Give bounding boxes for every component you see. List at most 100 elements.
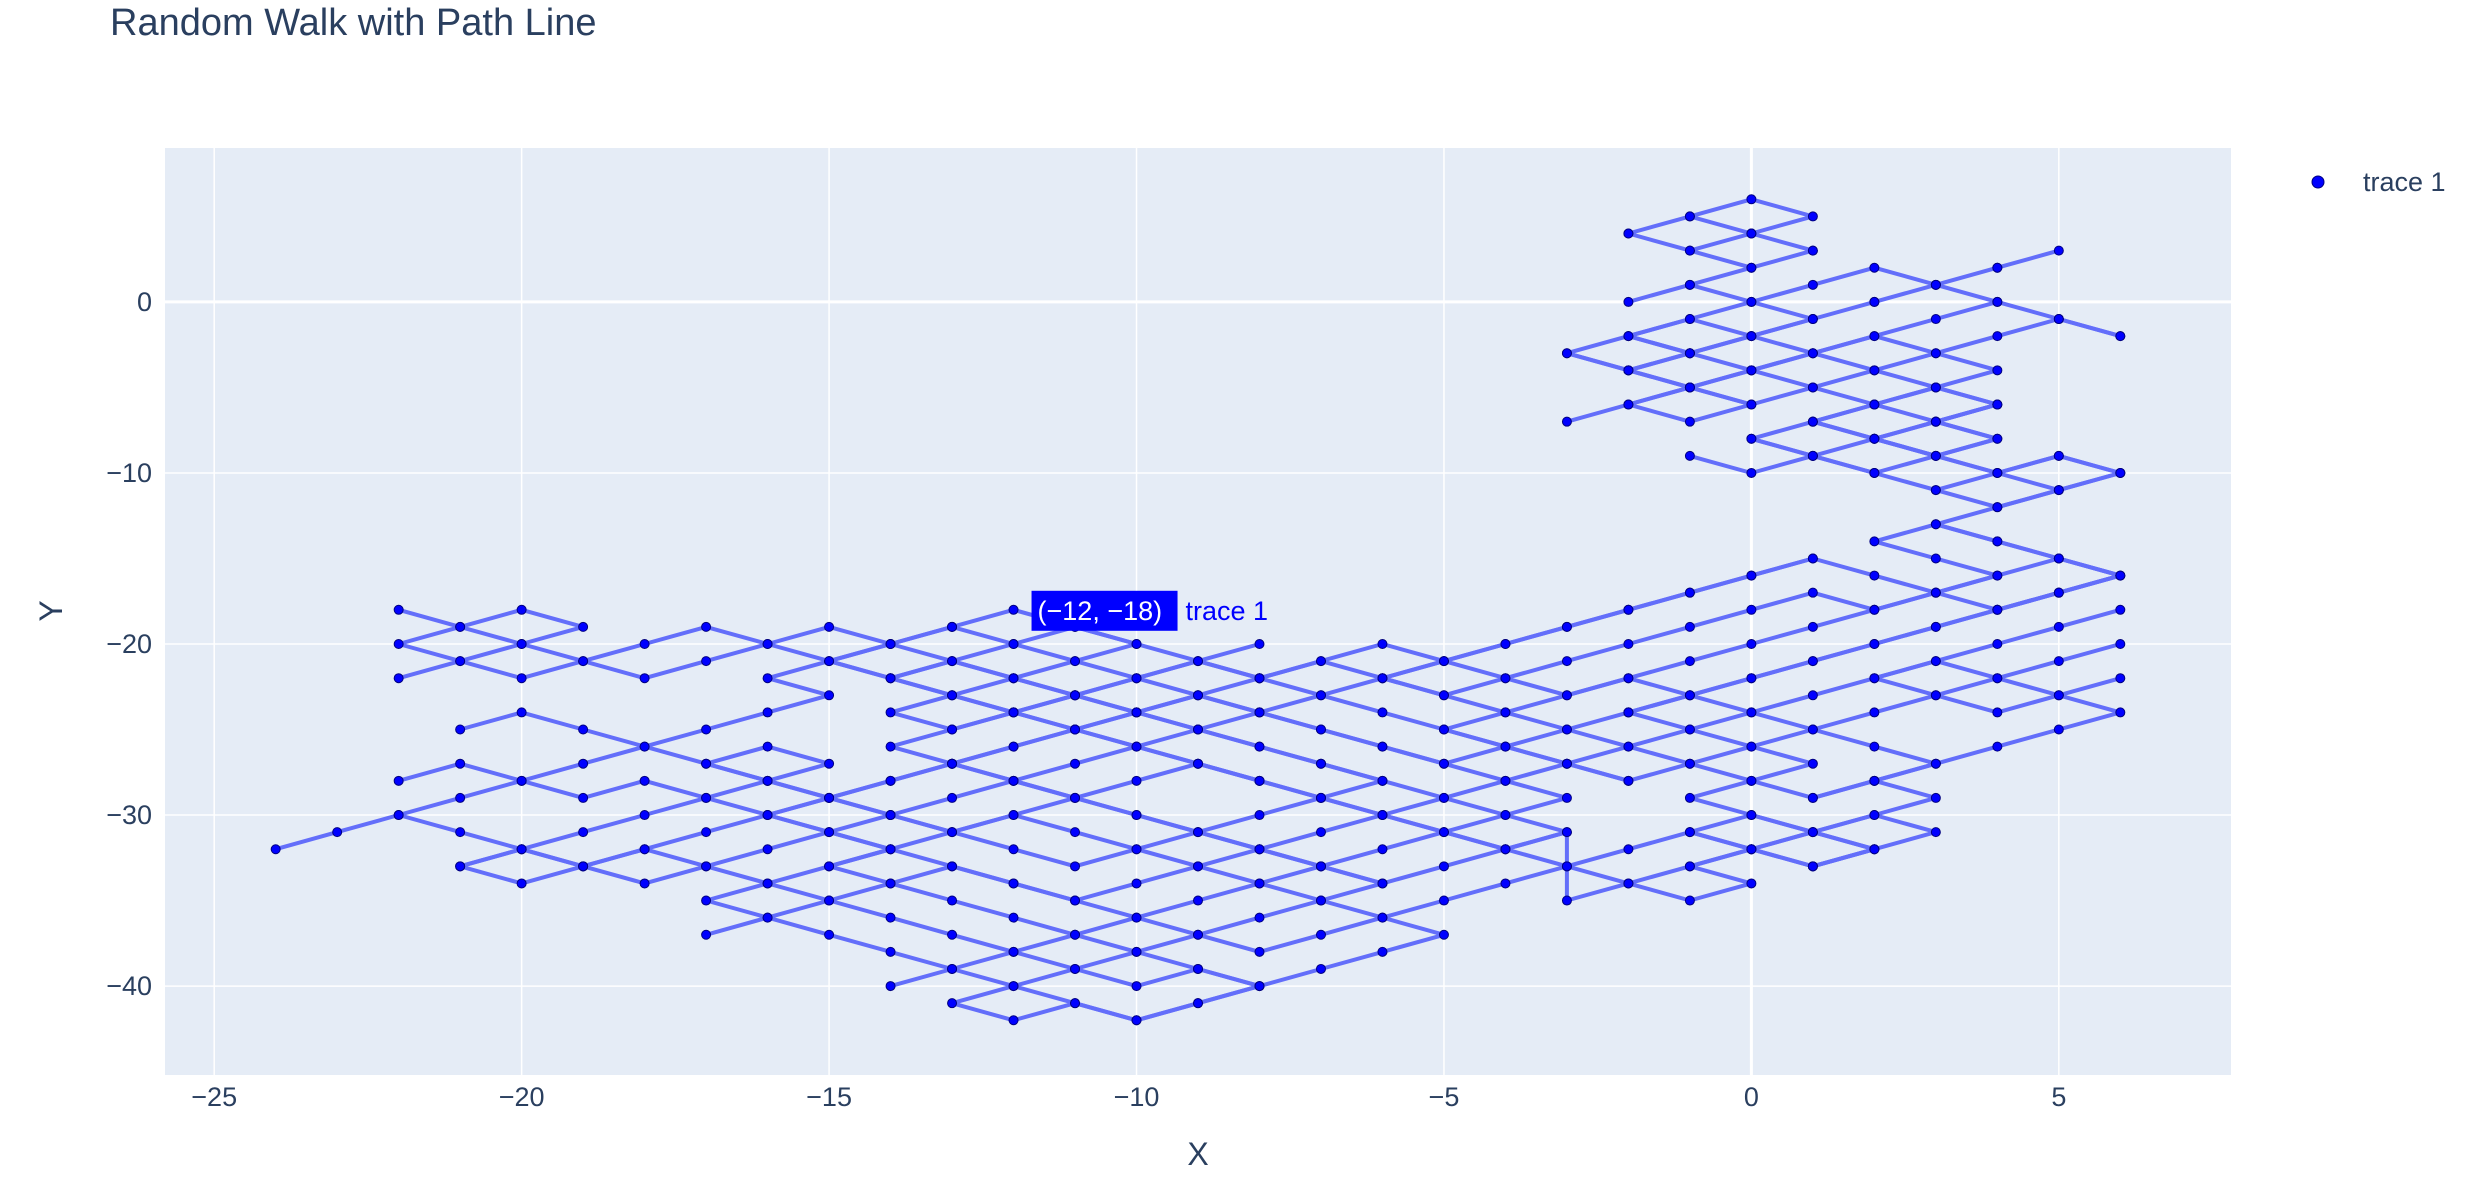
data-point[interactable] — [2053, 485, 2064, 496]
data-point[interactable] — [1807, 348, 1818, 359]
data-point[interactable] — [1377, 878, 1388, 889]
data-point[interactable] — [1193, 758, 1203, 769]
data-point[interactable] — [1438, 929, 1449, 940]
data-point[interactable] — [1131, 912, 1142, 923]
data-point[interactable] — [762, 707, 773, 718]
data-point[interactable] — [1070, 656, 1081, 667]
data-point[interactable] — [1623, 365, 1634, 376]
data-point[interactable] — [1500, 810, 1511, 821]
data-point[interactable] — [1869, 262, 1880, 273]
data-point[interactable] — [2053, 314, 2064, 325]
data-point[interactable] — [1992, 604, 2003, 615]
data-point[interactable] — [1807, 792, 1818, 803]
data-point[interactable] — [1684, 861, 1695, 872]
data-point[interactable] — [1807, 382, 1818, 393]
data-point[interactable] — [1254, 946, 1265, 957]
data-point[interactable] — [1254, 638, 1265, 649]
data-point[interactable] — [1438, 690, 1449, 701]
data-point[interactable] — [2053, 690, 2064, 701]
data-point[interactable] — [1623, 228, 1634, 239]
data-point[interactable] — [2115, 638, 2126, 649]
data-point[interactable] — [1561, 792, 1572, 803]
data-point[interactable] — [1131, 946, 1142, 957]
data-point[interactable] — [578, 827, 589, 838]
data-point[interactable] — [393, 673, 404, 684]
data-point[interactable] — [947, 758, 958, 769]
data-point[interactable] — [578, 656, 589, 667]
data-point[interactable] — [1684, 758, 1695, 769]
data-point[interactable] — [1131, 981, 1142, 992]
data-point[interactable] — [1008, 878, 1019, 889]
data-point[interactable] — [1623, 673, 1634, 684]
data-point[interactable] — [455, 827, 466, 838]
data-point[interactable] — [1992, 467, 2003, 478]
data-point[interactable] — [639, 775, 650, 786]
data-point[interactable] — [2053, 450, 2064, 461]
data-point[interactable] — [1438, 827, 1449, 838]
data-point[interactable] — [1992, 433, 2003, 444]
data-point[interactable] — [1131, 638, 1142, 649]
data-point[interactable] — [1684, 621, 1695, 632]
data-point[interactable] — [1254, 673, 1265, 684]
data-point[interactable] — [1930, 827, 1941, 838]
data-point[interactable] — [1807, 861, 1818, 872]
data-point[interactable] — [1684, 827, 1695, 838]
data-point[interactable] — [2115, 570, 2126, 581]
data-point[interactable] — [1500, 878, 1511, 889]
data-point[interactable] — [639, 844, 650, 855]
data-point[interactable] — [1623, 741, 1634, 752]
data-point[interactable] — [1684, 416, 1695, 427]
data-point[interactable] — [1746, 707, 1757, 718]
data-point[interactable] — [1377, 673, 1388, 684]
data-point[interactable] — [885, 707, 896, 718]
data-point[interactable] — [1070, 758, 1081, 769]
data-point[interactable] — [1684, 656, 1695, 667]
data-point[interactable] — [885, 638, 896, 649]
data-point[interactable] — [516, 775, 527, 786]
data-point[interactable] — [1930, 348, 1941, 359]
data-point[interactable] — [516, 844, 527, 855]
data-point[interactable] — [1930, 382, 1941, 393]
data-point[interactable] — [885, 775, 896, 786]
data-point[interactable] — [1254, 844, 1265, 855]
data-point[interactable] — [1869, 399, 1880, 410]
data-point[interactable] — [885, 912, 896, 923]
data-point[interactable] — [947, 929, 958, 940]
data-point[interactable] — [1131, 673, 1142, 684]
data-point[interactable] — [1438, 656, 1449, 667]
data-point[interactable] — [947, 792, 958, 803]
data-point[interactable] — [1869, 810, 1880, 821]
data-point[interactable] — [2053, 245, 2064, 256]
data-point[interactable] — [578, 792, 589, 803]
data-point[interactable] — [1254, 707, 1265, 718]
data-point[interactable] — [639, 638, 650, 649]
data-point[interactable] — [455, 758, 466, 769]
data-point[interactable] — [885, 810, 896, 821]
data-point[interactable] — [1193, 690, 1203, 701]
data-point[interactable] — [1992, 638, 2003, 649]
data-point[interactable] — [1869, 673, 1880, 684]
data-point[interactable] — [1623, 844, 1634, 855]
data-point[interactable] — [1992, 673, 2003, 684]
data-point[interactable] — [824, 827, 835, 838]
data-point[interactable] — [1930, 416, 1941, 427]
data-point[interactable] — [1500, 775, 1511, 786]
data-point[interactable] — [1008, 741, 1019, 752]
data-point[interactable] — [1193, 963, 1203, 974]
data-point[interactable] — [1377, 741, 1388, 752]
data-point[interactable] — [1131, 741, 1142, 752]
data-point[interactable] — [1807, 587, 1818, 598]
data-point[interactable] — [947, 690, 958, 701]
data-point[interactable] — [1315, 690, 1326, 701]
data-point[interactable] — [1869, 570, 1880, 581]
data-point[interactable] — [2053, 553, 2064, 564]
data-point[interactable] — [1377, 638, 1388, 649]
data-point[interactable] — [1561, 348, 1572, 359]
data-point[interactable] — [1869, 604, 1880, 615]
data-point[interactable] — [1315, 792, 1326, 803]
data-point[interactable] — [824, 621, 835, 632]
data-point[interactable] — [1746, 194, 1757, 205]
data-point[interactable] — [1992, 502, 2003, 513]
data-point[interactable] — [1684, 211, 1695, 222]
data-point[interactable] — [1500, 638, 1511, 649]
